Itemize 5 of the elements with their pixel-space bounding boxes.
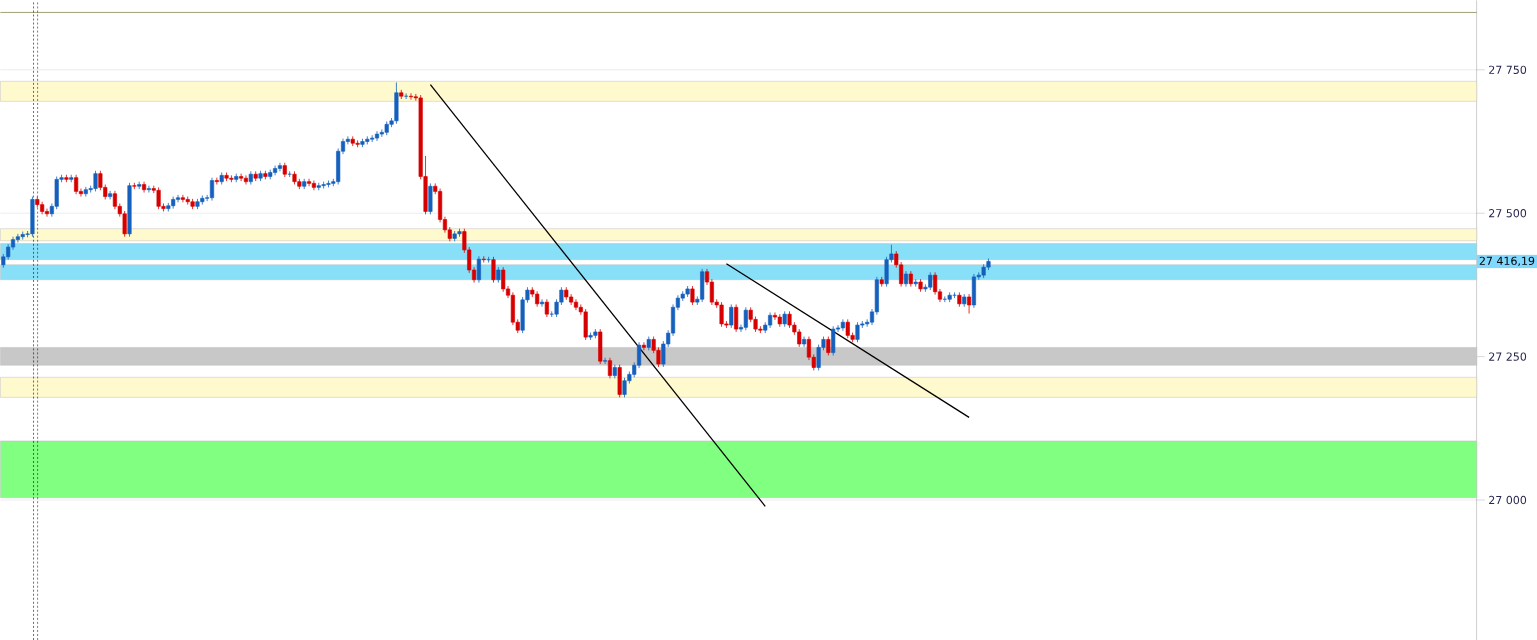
y-tick-label: 27 500	[1489, 208, 1527, 218]
y-tick-label: 27 000	[1489, 495, 1527, 504]
y-tick-label: 27 250	[1489, 352, 1527, 361]
text: 27 416,19	[1479, 256, 1535, 266]
y-tick-label: 27 750	[1489, 65, 1527, 74]
